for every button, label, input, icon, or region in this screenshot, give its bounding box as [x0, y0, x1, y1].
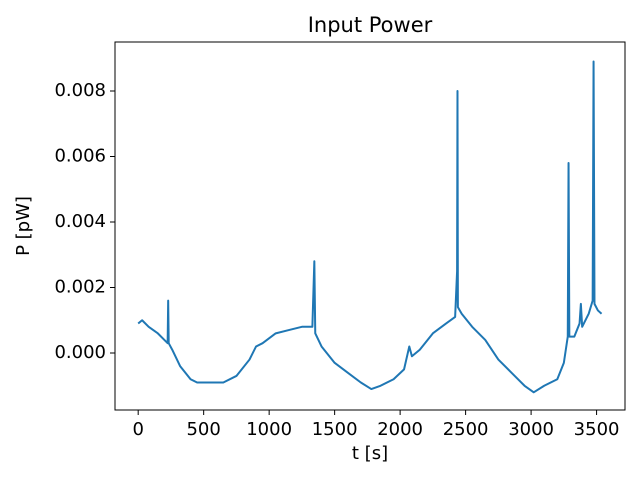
plot-frame [114, 41, 626, 411]
x-tick-label: 2500 [443, 419, 489, 440]
y-tick-label: 0.004 [54, 211, 106, 232]
y-tick-label: 0.002 [54, 277, 106, 298]
x-tick-label: 1500 [312, 419, 358, 440]
x-tick-label: 500 [186, 419, 220, 440]
data-line [137, 60, 603, 394]
chart-title: Input Power [308, 13, 433, 37]
x-tick-label: 3000 [508, 419, 554, 440]
x-axis-label: t [s] [352, 443, 388, 464]
y-axis-label: P [pW] [13, 196, 34, 256]
y-tick-label: 0.008 [54, 80, 106, 101]
x-tick-label: 2000 [377, 419, 423, 440]
x-tick-label: 3500 [574, 419, 620, 440]
y-tick-label: 0.000 [54, 342, 106, 363]
x-tick-label: 1000 [246, 419, 292, 440]
y-tick-label: 0.006 [54, 146, 106, 167]
x-tick-label: 0 [132, 419, 143, 440]
